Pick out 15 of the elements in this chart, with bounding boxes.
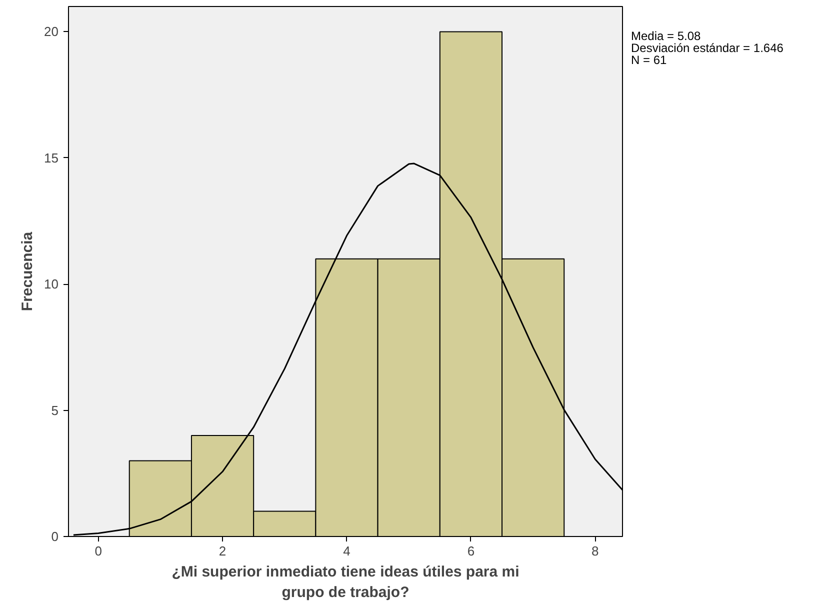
x-tick-label: 8: [592, 544, 599, 558]
y-tick-label: 5: [51, 402, 59, 418]
text: Media = 5.08: [631, 29, 702, 43]
y-tick-label: 15: [44, 150, 59, 166]
y-tick-label: 20: [44, 24, 59, 40]
text: N = 61: [631, 53, 668, 67]
y-axis-title: Frecuencia: [19, 231, 36, 312]
x-tick-label: 2: [218, 544, 226, 558]
x-tick-label: 6: [467, 544, 475, 558]
x-axis-title: ¿Mi superior inmediato tiene ideas útiles para mi grupo de trabajo?: [172, 564, 520, 601]
y-tick-label: 10: [44, 276, 59, 292]
x-tick-label: 0: [94, 544, 102, 558]
text: Desviación estándar = 1.646: [631, 41, 784, 55]
y-tick-label: 0: [51, 529, 59, 544]
x-tick-label: 4: [343, 544, 350, 558]
